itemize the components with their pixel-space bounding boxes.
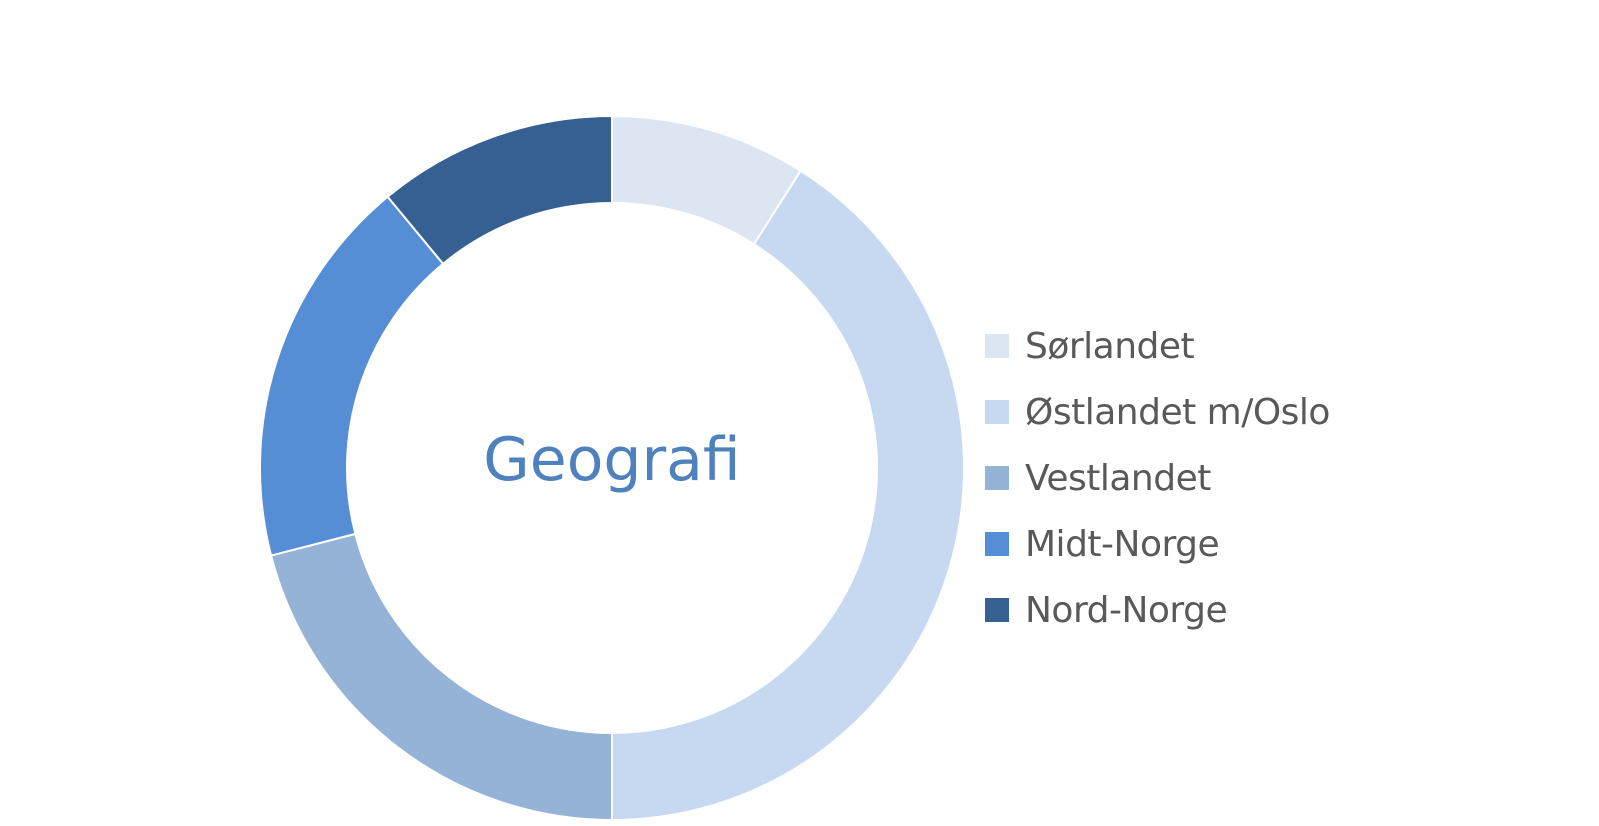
legend-swatch: [985, 334, 1009, 358]
legend-swatch: [985, 400, 1009, 424]
legend-swatch: [985, 466, 1009, 490]
legend-label: Østlandet m/Oslo: [1025, 391, 1330, 433]
legend-item: Nord-Norge: [985, 577, 1330, 643]
legend-item: Vestlandet: [985, 445, 1330, 511]
donut-slices: [259, 114, 965, 822]
legend-label: Sørlandet: [1025, 325, 1195, 367]
legend-swatch: [985, 598, 1009, 622]
legend-item: Østlandet m/Oslo: [985, 379, 1330, 445]
legend-label: Midt-Norge: [1025, 523, 1220, 565]
legend-item: Midt-Norge: [985, 511, 1330, 577]
donut-slice-vestlandet: [269, 532, 613, 822]
legend-label: Vestlandet: [1025, 457, 1211, 499]
legend-swatch: [985, 532, 1009, 556]
donut-slice-nord-norge: [386, 114, 613, 266]
center-title: Geografi: [483, 425, 740, 495]
legend-item: Sørlandet: [985, 313, 1330, 379]
donut-slice-østlandet-m-oslo: [611, 169, 965, 822]
chart-legend: Sørlandet Østlandet m/Oslo Vestlandet Midt-…: [985, 313, 1330, 643]
legend-label: Nord-Norge: [1025, 589, 1228, 631]
donut-slice-midt-norge: [259, 195, 445, 557]
